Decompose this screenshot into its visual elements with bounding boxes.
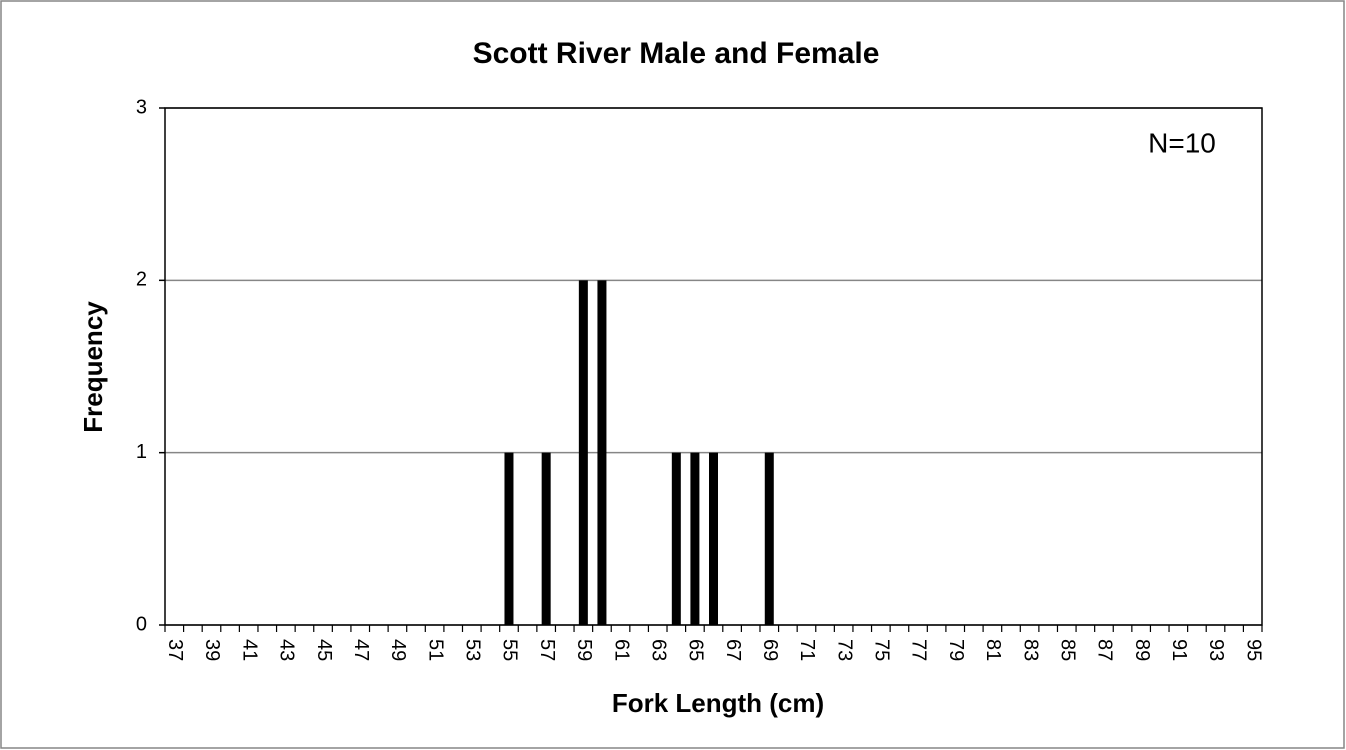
bar [541, 452, 551, 625]
x-tick-label: 81 [982, 639, 1004, 661]
x-tick-label: 71 [796, 639, 818, 661]
bar [690, 452, 700, 625]
x-tick-label: 57 [536, 639, 558, 661]
bar [764, 452, 774, 625]
x-tick-label: 83 [1019, 639, 1041, 661]
x-tick-label: 89 [1131, 639, 1153, 661]
x-tick-label: 53 [462, 639, 484, 661]
x-tick-label: 61 [610, 639, 632, 661]
x-tick-label: 67 [722, 639, 744, 661]
bar [504, 452, 514, 625]
x-tick-label: 65 [685, 639, 707, 661]
x-tick-label: 73 [833, 639, 855, 661]
x-tick-label: 79 [945, 639, 967, 661]
bar [671, 452, 681, 625]
x-tick-label: 55 [499, 639, 521, 661]
x-tick-label: 59 [573, 639, 595, 661]
x-tick-label: 37 [164, 639, 186, 661]
y-tick-label: 1 [136, 441, 147, 463]
bar [709, 452, 718, 625]
x-tick-label: 77 [908, 639, 930, 661]
x-tick-label: 69 [759, 639, 781, 661]
y-axis-label: Frequency [78, 301, 108, 433]
y-tick-label: 2 [136, 269, 147, 291]
x-axis-label: Fork Length (cm) [612, 688, 824, 718]
x-tick-label: 45 [313, 639, 335, 661]
x-tick-label: 49 [387, 639, 409, 661]
x-tick-label: 91 [1168, 639, 1190, 661]
x-tick-label: 93 [1205, 639, 1227, 661]
x-tick-label: 75 [871, 639, 893, 661]
bar [597, 280, 607, 625]
x-tick-label: 63 [647, 639, 669, 661]
x-tick-label: 43 [276, 639, 298, 661]
x-tick-label: 41 [238, 639, 260, 661]
x-tick-label: 85 [1056, 639, 1078, 661]
chart-title: Scott River Male and Female [473, 37, 880, 70]
x-tick-label: 51 [424, 639, 446, 661]
x-tick-label: 87 [1094, 639, 1116, 661]
y-tick-label: 3 [136, 96, 147, 118]
annotation: N=10 [1148, 127, 1216, 158]
y-tick-label: 0 [136, 613, 147, 635]
x-tick-label: 95 [1242, 639, 1264, 661]
x-tick-label: 39 [201, 639, 223, 661]
bar [578, 280, 588, 625]
x-tick-label: 47 [350, 639, 372, 661]
